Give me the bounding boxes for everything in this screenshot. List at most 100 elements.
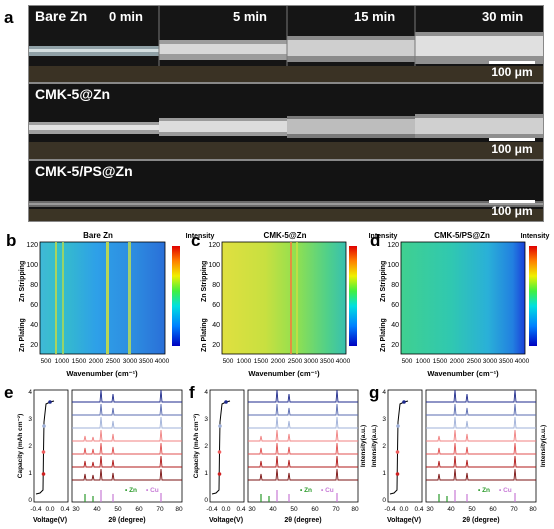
ytick: 1	[204, 470, 208, 477]
scale-bar-row3: 100 μm	[489, 200, 535, 218]
ytick: 80	[391, 282, 399, 289]
ylabel-e-vc: Capacity (mAh cm⁻²)	[17, 414, 24, 478]
xtick: 2500	[288, 358, 303, 365]
row-title-cmk5-zn: CMK-5@Zn	[35, 86, 111, 102]
xtick: 3000	[304, 358, 319, 365]
xtick: 2500	[467, 358, 482, 365]
vc-plot-e	[33, 389, 69, 503]
cbar-d	[529, 246, 537, 346]
vc-plot-g	[387, 389, 423, 503]
ytick: 4	[28, 389, 32, 396]
xtick: 2000	[89, 358, 104, 365]
ylabel-stripping: Zn Stripping	[19, 261, 26, 302]
ylabel-g-vc: Intensity(a.u.)	[371, 425, 378, 467]
micrograph-cmk5-ps-zn: CMK-5/PS@Zn 100 μm	[28, 160, 544, 222]
xtick: 80	[175, 506, 183, 513]
xtick: 1000	[55, 358, 70, 365]
xtick: 1500	[254, 358, 269, 365]
ytick: 20	[212, 342, 220, 349]
ylabel-plating: Zn Plating	[380, 318, 387, 352]
xlabel-b: Wavenumber (cm⁻¹)	[66, 369, 138, 378]
heatmap-b-band	[128, 242, 131, 354]
bottom-panels: e f g • Zn • Cu	[4, 383, 547, 524]
ytick: 0	[28, 497, 32, 504]
xtick: 30	[248, 506, 256, 513]
heatmap-yticks: 120 100 80 60 40 20 120 100 80 60 40 20 …	[26, 242, 399, 349]
xtick: -0.4	[206, 506, 218, 513]
micrograph-cmk5-zn-image	[29, 84, 543, 159]
row-title-cmk5-ps-zn: CMK-5/PS@Zn	[35, 163, 133, 179]
xtick: 30	[426, 506, 434, 513]
xtick: 2000	[450, 358, 465, 365]
ylabel-stripping: Zn Stripping	[380, 261, 387, 302]
xtick: 1000	[416, 358, 431, 365]
ytick: 120	[208, 242, 220, 249]
heatmap-b-band	[106, 242, 109, 354]
cbar-b-title: Intensity	[186, 233, 215, 240]
ytick: 2	[382, 443, 386, 450]
heatmap-xticks: 500 1000 1500 2000 2500 3000 3500 4000 5…	[41, 358, 530, 365]
xtick: 1000	[237, 358, 252, 365]
cbar-d-title: Intensity	[521, 233, 550, 240]
xlabel-e-xrd: 2θ (degree)	[108, 517, 145, 524]
xlabel-e-vc: Voltage(V)	[33, 517, 67, 524]
panel-a-label: a	[4, 8, 14, 27]
ytick: 120	[387, 242, 399, 249]
scale-bar-row3-label: 100 μm	[491, 204, 533, 218]
xtick: 1500	[433, 358, 448, 365]
heatmap-panels: b Bare Zn Intensity c CMK-5@Zn Intensity…	[6, 231, 550, 378]
ylabel-plating: Zn Plating	[19, 318, 26, 352]
panel-g-label: g	[369, 383, 379, 402]
xtick: 4000	[336, 358, 351, 365]
xtick: 3500	[139, 358, 154, 365]
xtick: 80	[529, 506, 537, 513]
xrd-plot-f: • Zn • Cu	[247, 389, 359, 503]
xtick: 40	[269, 506, 277, 513]
cbar-b	[172, 246, 180, 346]
legend-cu-f: • Cu	[321, 487, 334, 494]
xtick: 0.4	[60, 506, 69, 513]
xrd-xticks: 30 40 50 60 70 80 30 40 50 60 70 80 30 4…	[72, 506, 537, 513]
heatmap-b-band	[55, 242, 57, 354]
heatmap-ylabels: Zn Stripping Zn Plating Zn Stripping Zn …	[19, 261, 387, 352]
ytick: 1	[382, 470, 386, 477]
xlabel-g-xrd: 2θ (degree)	[462, 517, 499, 524]
xtick: 50	[468, 506, 476, 513]
heatmap-b-field	[39, 241, 166, 355]
xtick: 0.4	[414, 506, 423, 513]
xtick: 80	[351, 506, 359, 513]
xlabel-c: Wavenumber (cm⁻¹)	[248, 369, 320, 378]
ytick: 100	[387, 262, 399, 269]
xrd-e-refs	[84, 490, 162, 502]
ytick: 1	[28, 470, 32, 477]
heatmap-c-title: CMK-5@Zn	[264, 231, 307, 240]
scale-bar-row2: 100 μm	[489, 138, 535, 156]
ytick: 2	[28, 443, 32, 450]
legend-zn-f: • Zn	[300, 487, 312, 494]
heatmap-xlabels: Wavenumber (cm⁻¹) Wavenumber (cm⁻¹) Wave…	[66, 369, 499, 378]
heatmap-d-title: CMK-5/PS@Zn	[434, 231, 490, 240]
xtick: 3000	[483, 358, 498, 365]
ytick: 20	[391, 342, 399, 349]
cbar-c	[349, 246, 357, 346]
ylabel-stripping: Zn Stripping	[201, 261, 208, 302]
xtick: 60	[135, 506, 143, 513]
micrograph-bare-zn: Bare Zn 0 min 5 min 15 min 30 min 100 μm	[28, 5, 544, 83]
xtick: 500	[402, 358, 413, 365]
legend-cu-g: • Cu	[499, 487, 512, 494]
vc-xticks: -0.4 0.0 0.4 -0.4 0.0 0.4 -0.4 0.0 0.4	[30, 506, 423, 513]
ytick: 100	[26, 262, 38, 269]
ytick: 40	[30, 322, 38, 329]
xtick: 60	[311, 506, 319, 513]
xlabel-f-vc: Voltage(V)	[209, 517, 243, 524]
time-label-30min: 30 min	[482, 9, 524, 24]
ytick: 0	[204, 497, 208, 504]
heatmap-c-band	[290, 242, 292, 354]
row-title-bare-zn: Bare Zn	[35, 8, 88, 24]
xtick: 4000	[155, 358, 170, 365]
bottom-xlabels: Voltage(V) 2θ (degree) Voltage(V) 2θ (de…	[33, 517, 500, 524]
xtick: 1500	[72, 358, 87, 365]
xtick: 70	[510, 506, 518, 513]
xrd-plot-e: • Zn • Cu	[71, 389, 183, 503]
ylabel-plating: Zn Plating	[201, 318, 208, 352]
